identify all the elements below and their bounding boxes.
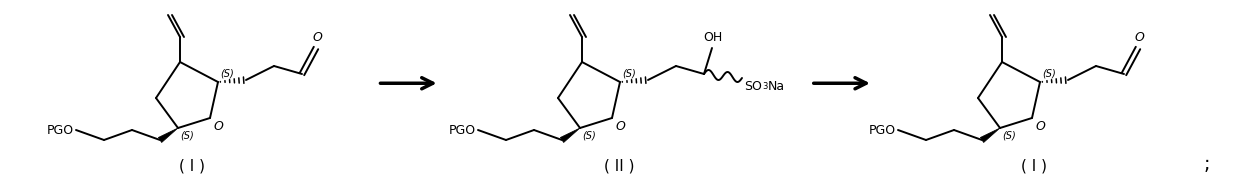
Polygon shape (561, 128, 579, 142)
Text: 3: 3 (763, 82, 768, 91)
Text: ( I ): ( I ) (178, 159, 206, 174)
Text: SO: SO (744, 80, 761, 93)
Text: (S): (S) (621, 68, 636, 78)
Text: ( II ): ( II ) (604, 159, 634, 174)
Text: O: O (312, 31, 322, 44)
Text: O: O (1035, 120, 1045, 133)
Polygon shape (980, 128, 1000, 142)
Text: (S): (S) (1042, 68, 1056, 78)
Text: (S): (S) (582, 130, 595, 140)
Text: ( I ): ( I ) (1020, 159, 1047, 174)
Text: (S): (S) (1002, 130, 1015, 140)
Text: ;: ; (1203, 155, 1211, 174)
Text: PGO: PGO (869, 124, 896, 137)
Text: OH: OH (703, 31, 723, 44)
Text: Na: Na (768, 80, 785, 93)
Text: PGO: PGO (47, 124, 74, 137)
Text: (S): (S) (220, 68, 234, 78)
Polygon shape (158, 128, 178, 142)
Text: O: O (615, 120, 625, 133)
Text: (S): (S) (180, 130, 194, 140)
Text: O: O (1134, 31, 1144, 44)
Text: PGO: PGO (449, 124, 475, 137)
Text: O: O (213, 120, 223, 133)
